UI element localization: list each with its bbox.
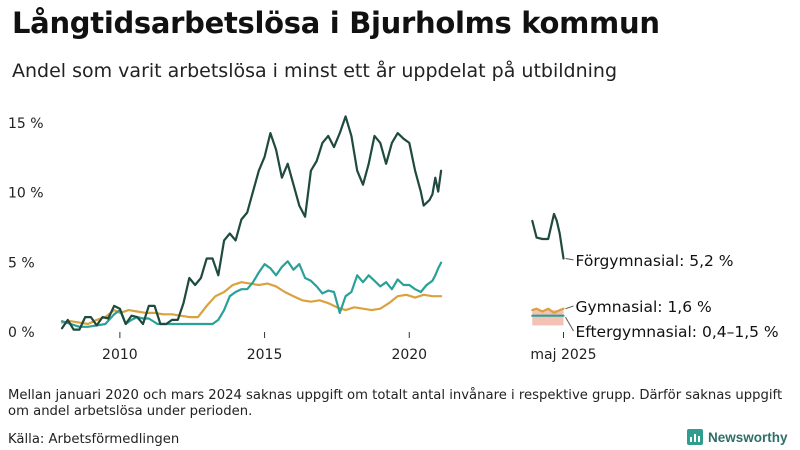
x-tick-label: 2015 — [247, 347, 283, 363]
line-chart: 0 % 5 % 10 % 15 % 2010 2015 2020 maj 2025 Förgy… — [8, 115, 779, 363]
series-line-eftergymnasial — [60, 281, 443, 326]
series-line-gymnasial — [60, 260, 443, 328]
brand-name: Newsworthy — [708, 429, 788, 445]
chart-title: Långtidsarbetslösa i Bjurholms kommun — [12, 6, 660, 40]
band-layer — [532, 310, 564, 326]
end-label-connector — [565, 258, 574, 261]
y-tick-label: 10 % — [8, 186, 44, 202]
axes-layer: 0 % 5 % 10 % 15 % 2010 2015 2020 maj 2025 — [8, 116, 597, 363]
x-tick-label: maj 2025 — [530, 347, 596, 363]
end-label: Gymnasial: 1,6 % — [576, 298, 712, 316]
series-line-förgymnasial — [531, 212, 565, 260]
source-note: Källa: Arbetsförmedlingen — [8, 432, 180, 447]
end-label: Eftergymnasial: 0,4–1,5 % — [576, 323, 779, 341]
end-label-layer: Förgymnasial: 5,2 % Gymnasial: 1,6 % Efter… — [565, 252, 779, 341]
x-tick-label: 2010 — [102, 347, 138, 363]
brand-logo: Newsworthy — [687, 429, 788, 445]
footnote: Mellan januari 2020 och mars 2024 saknas… — [8, 388, 783, 419]
series-line-eftergymnasial — [531, 307, 565, 314]
bar-chart-icon — [687, 429, 703, 445]
y-tick-label: 0 % — [8, 325, 35, 341]
x-tick-label: 2020 — [391, 347, 427, 363]
eftergymnasial-range-band — [532, 310, 564, 326]
y-tick-label: 5 % — [8, 255, 35, 271]
end-label-connector — [565, 316, 574, 332]
chart-subtitle: Andel som varit arbetslösa i minst ett å… — [12, 60, 618, 82]
series-line-förgymnasial — [60, 115, 443, 331]
end-label: Förgymnasial: 5,2 % — [576, 252, 734, 270]
y-tick-label: 15 % — [8, 116, 44, 132]
series-layer — [60, 115, 565, 331]
end-label-connector — [565, 305, 574, 310]
